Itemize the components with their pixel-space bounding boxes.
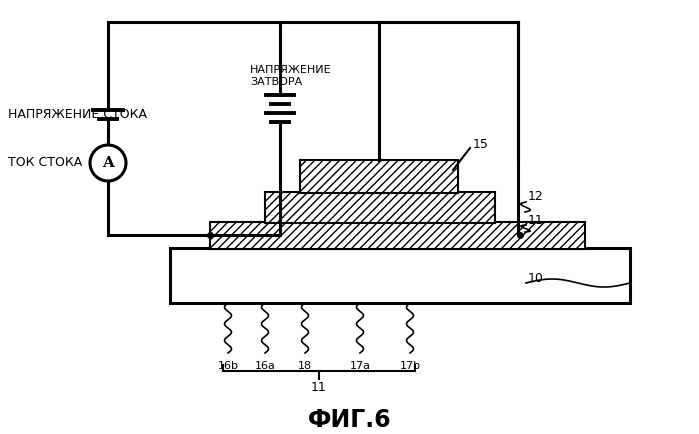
Bar (265, 192, 495, 223)
Text: 17b: 17b (399, 361, 421, 371)
Text: 11: 11 (528, 214, 544, 227)
Text: НАПРЯЖЕНИЕ СТОКА: НАПРЯЖЕНИЕ СТОКА (8, 108, 147, 121)
Text: 17a: 17a (350, 361, 370, 371)
Text: НАПРЯЖЕНИЕ: НАПРЯЖЕНИЕ (250, 65, 331, 75)
Text: ТОК СТОКА: ТОК СТОКА (8, 157, 82, 170)
Circle shape (90, 145, 126, 181)
Bar (300, 160, 458, 193)
Text: 10: 10 (528, 272, 544, 285)
Text: 16b: 16b (217, 361, 238, 371)
Text: 16a: 16a (254, 361, 275, 371)
Text: 15: 15 (473, 138, 489, 151)
Bar (170, 248, 630, 303)
Text: ФИГ.6: ФИГ.6 (308, 408, 391, 432)
Text: 11: 11 (311, 381, 327, 394)
Text: 18: 18 (298, 361, 312, 371)
Bar (210, 222, 585, 249)
Text: 12: 12 (528, 191, 544, 204)
Text: ЗАТВОРА: ЗАТВОРА (250, 77, 302, 87)
Text: A: A (102, 156, 114, 170)
